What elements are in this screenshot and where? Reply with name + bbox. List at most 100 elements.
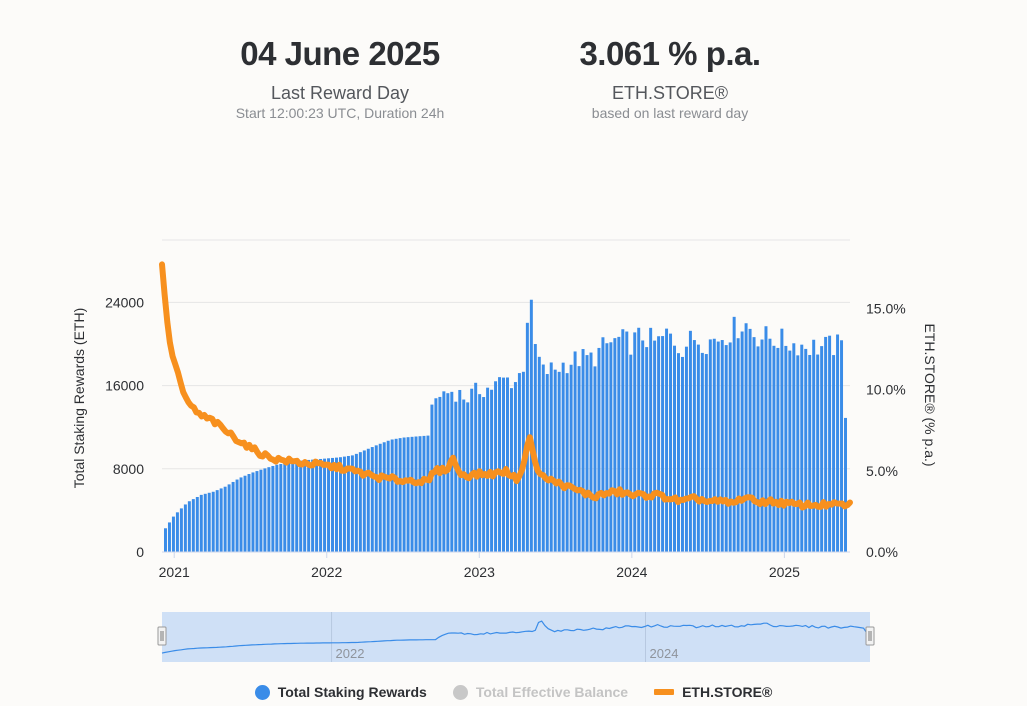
rewards-bar [418, 436, 422, 552]
legend-label-rewards: Total Staking Rewards [277, 684, 427, 700]
rewards-bar [498, 377, 502, 552]
rewards-bar [517, 373, 521, 552]
legend-item-ethstore[interactable]: ETH.STORE® [654, 681, 772, 703]
rewards-bar [589, 352, 593, 552]
rewards-bar [692, 340, 696, 552]
rewards-bar [454, 401, 458, 552]
rewards-bar [712, 338, 716, 552]
y2-tick-label: 10.0% [866, 382, 906, 398]
y2-tick-label: 0.0% [866, 544, 898, 560]
rewards-bar [502, 377, 505, 552]
rewards-bar [704, 354, 708, 552]
rewards-bar [796, 355, 800, 552]
last-reward-day-stat: 04 June 2025 Last Reward Day Start 12:00… [190, 34, 490, 122]
rewards-bar [470, 388, 474, 552]
rewards-bar [175, 512, 179, 552]
rewards-bar [740, 331, 744, 552]
rewards-bar [728, 342, 732, 552]
rewards-bar [366, 448, 370, 552]
rewards-bar [426, 435, 430, 552]
rewards-bar [422, 435, 426, 552]
rewards-bar [319, 458, 323, 552]
rewards-bar [601, 337, 605, 552]
rewards-bar [179, 508, 183, 552]
rewards-bar [752, 337, 756, 552]
rewards-bar [637, 327, 641, 552]
rewards-bar [346, 455, 350, 552]
rewards-bar [271, 465, 275, 552]
rewards-bar [569, 364, 573, 552]
rewards-bar [808, 354, 812, 552]
rewards-bar [840, 340, 844, 552]
balance-swatch [452, 684, 468, 700]
rewards-bar [414, 436, 418, 552]
legend-label-balance: Total Effective Balance [475, 684, 629, 700]
rewards-bar [700, 352, 704, 552]
rewards-bar [255, 471, 259, 552]
rewards-bar [307, 459, 311, 552]
rewards-bar [406, 437, 410, 552]
eth-store-line-group [159, 261, 853, 511]
rewards-bar [338, 457, 342, 552]
rewards-bar [732, 316, 736, 552]
rewards-bar [362, 450, 366, 552]
rewards-bar [613, 338, 617, 552]
rewards-bar [792, 343, 796, 552]
rewards-bar [394, 438, 398, 552]
rewards-bar [629, 354, 633, 552]
navigator-right-handle[interactable] [865, 626, 875, 646]
rewards-bar [633, 332, 637, 552]
rewards-bar [768, 338, 772, 552]
rewards-bar [844, 417, 847, 552]
legend-item-rewards[interactable]: Total Staking Rewards [254, 681, 427, 703]
rewards-bar [760, 339, 764, 552]
rewards-bar [327, 458, 331, 552]
rewards-bar [776, 347, 780, 552]
rewards-bar [585, 355, 589, 552]
rewards-bar [665, 328, 669, 552]
y-axis-title: Total Staking Rewards (ETH) [71, 308, 87, 489]
rewards-bar [378, 443, 382, 552]
rewards-bar [474, 382, 478, 552]
rewards-bar [680, 356, 684, 552]
rewards-bar [800, 344, 804, 552]
y-tick-label: 24000 [105, 294, 144, 310]
rewards-bar [167, 522, 171, 552]
rewards-bar [557, 371, 561, 552]
rewards-bar [235, 479, 239, 552]
rewards-bar [653, 340, 657, 552]
legend-item-balance[interactable]: Total Effective Balance [452, 681, 629, 703]
rewards-bar [816, 354, 820, 552]
rewards-bar [227, 484, 231, 552]
navigator-tick-label: 2024 [650, 646, 679, 661]
rewards-bar [283, 463, 287, 552]
rewards-bar [223, 486, 227, 552]
rewards-bar [450, 391, 454, 552]
rewards-bar [187, 501, 191, 552]
x-tick-label: 2023 [464, 564, 495, 580]
rewards-bar [410, 436, 414, 552]
rewards-bar [621, 329, 625, 552]
rewards-bar [836, 334, 840, 552]
rewards-bar [203, 493, 207, 552]
rewards-bar [342, 456, 346, 552]
rewards-bar [215, 490, 219, 552]
rewards-bar [561, 362, 565, 552]
rewards-bar [748, 328, 752, 552]
rewards-bar [696, 344, 700, 552]
rewards-bar [677, 353, 680, 552]
rewards-bar [350, 455, 354, 552]
navigator[interactable]: 2022 2024 [157, 612, 875, 662]
rewards-bar [756, 346, 760, 552]
rewards-bar [824, 336, 828, 552]
rewards-bar [573, 351, 577, 552]
rewards-bar [311, 459, 315, 552]
rewards-swatch [254, 684, 270, 700]
rewards-bar [494, 381, 498, 552]
rewards-bar [832, 355, 836, 552]
navigator-left-handle[interactable] [157, 626, 167, 646]
rewards-bar [549, 362, 553, 552]
y-tick-label: 16000 [105, 378, 144, 394]
